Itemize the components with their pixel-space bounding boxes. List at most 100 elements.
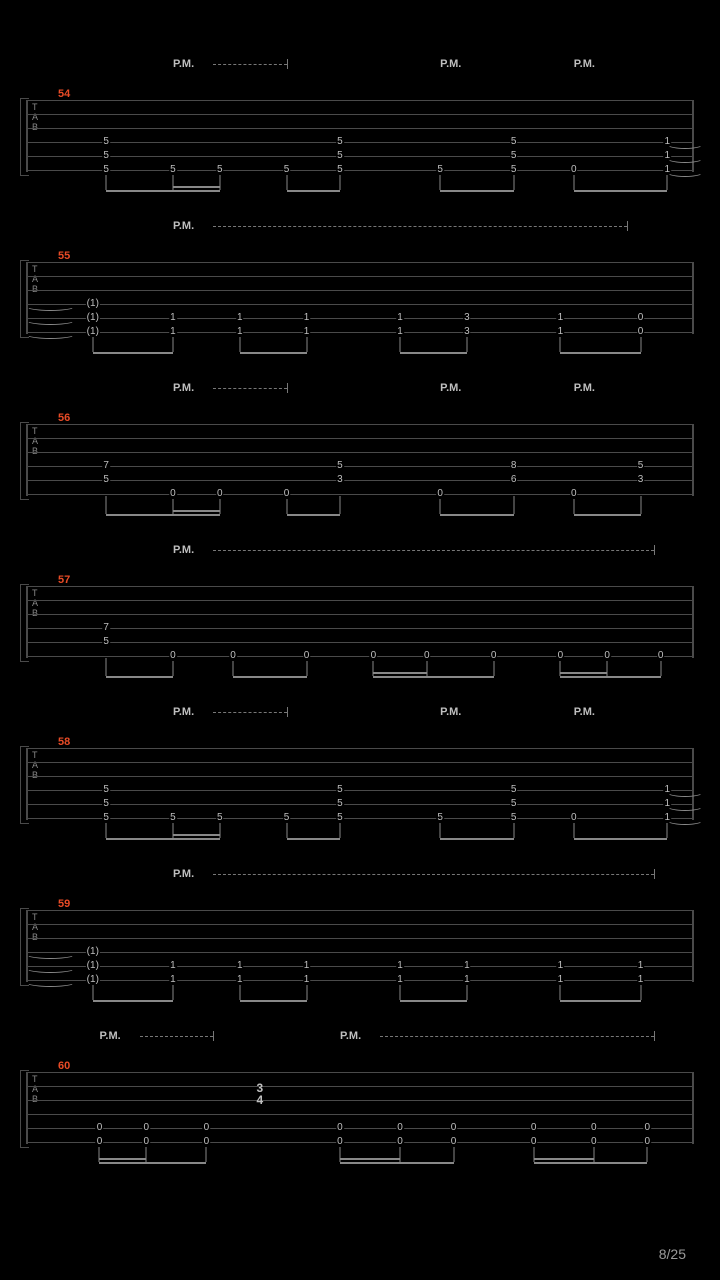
time-signature: 34: [253, 1082, 267, 1106]
string-line: [26, 276, 694, 277]
palm-mute-label: P.M.: [173, 868, 194, 880]
palm-mute-dash: [213, 550, 654, 551]
palm-mute-label: P.M.: [173, 220, 194, 232]
palm-mute-label: P.M.: [440, 706, 461, 718]
fret-number: 5: [436, 813, 444, 823]
string-line: [26, 318, 694, 319]
beam-secondary: [373, 672, 426, 674]
string-line: [26, 656, 694, 657]
measure-number: 55: [58, 250, 70, 262]
fret-number: 5: [216, 813, 224, 823]
staff: [26, 262, 694, 334]
staff: [26, 424, 694, 496]
string-line: [26, 924, 694, 925]
string-line: [26, 762, 694, 763]
tie-arc: [667, 802, 702, 811]
staff: [26, 748, 694, 820]
fret-number: 7: [102, 461, 110, 471]
fret-number: 5: [436, 165, 444, 175]
measure-number: 60: [58, 1060, 70, 1072]
fret-number: 5: [102, 137, 110, 147]
palm-mute-label: P.M.: [173, 382, 194, 394]
note-stem: [513, 496, 514, 514]
tie-arc: [667, 788, 702, 797]
fret-number: 5: [102, 799, 110, 809]
palm-mute-label: P.M.: [340, 1030, 361, 1042]
fret-number: 5: [336, 799, 344, 809]
string-line: [26, 642, 694, 643]
string-line: [26, 466, 694, 467]
string-line: [26, 748, 694, 749]
string-line: [26, 952, 694, 953]
fret-number: (1): [86, 327, 100, 337]
fret-number: 5: [102, 165, 110, 175]
beam: [240, 352, 307, 354]
fret-number: 1: [463, 975, 471, 985]
string-line: [26, 114, 694, 115]
fret-number: 0: [637, 327, 645, 337]
fret-number: 1: [637, 975, 645, 985]
beam-secondary: [173, 834, 220, 836]
beam: [287, 838, 340, 840]
tie-arc: [667, 168, 702, 177]
beam: [574, 190, 668, 192]
fret-number: 0: [203, 1123, 211, 1133]
beam: [560, 352, 640, 354]
fret-number: 5: [336, 785, 344, 795]
palm-mute-dash: [213, 712, 286, 713]
fret-number: 5: [336, 137, 344, 147]
fret-number: 0: [590, 1123, 598, 1133]
note-stem: [106, 658, 107, 676]
fret-number: 5: [336, 151, 344, 161]
beam: [373, 676, 493, 678]
measure: TAB56P.M.P.M.P.M.7500053086053: [26, 374, 694, 504]
fret-number: 5: [216, 165, 224, 175]
fret-number: 1: [236, 961, 244, 971]
tie-arc: [26, 316, 75, 325]
fret-number: 5: [336, 165, 344, 175]
page-number: 8/25: [659, 1246, 686, 1262]
fret-number: 0: [643, 1137, 651, 1147]
palm-mute-end: [287, 59, 288, 69]
fret-number: 0: [490, 651, 498, 661]
measures-container: TAB54P.M.P.M.P.M.55555555555550111TAB55P…: [26, 50, 694, 1152]
fret-number: 0: [450, 1123, 458, 1133]
tie-arc: [667, 140, 702, 149]
measure: TAB60P.M.P.M.34000000000000000000: [26, 1022, 694, 1152]
string-line: [26, 776, 694, 777]
fret-number: 0: [530, 1137, 538, 1147]
fret-number: 1: [637, 961, 645, 971]
fret-number: 7: [102, 623, 110, 633]
fret-number: (1): [86, 947, 100, 957]
fret-number: 0: [370, 651, 378, 661]
note-stem: [640, 496, 641, 514]
beam-secondary: [340, 1158, 400, 1160]
beam-secondary: [173, 186, 220, 188]
fret-number: 0: [283, 489, 291, 499]
string-line: [26, 142, 694, 143]
tie-arc: [26, 978, 75, 987]
string-line: [26, 438, 694, 439]
fret-number: 0: [423, 651, 431, 661]
string-line: [26, 100, 694, 101]
fret-number: 1: [236, 327, 244, 337]
fret-number: 0: [570, 165, 578, 175]
beam: [440, 838, 513, 840]
beam: [287, 190, 340, 192]
palm-mute-label: P.M.: [574, 382, 595, 394]
string-line: [26, 452, 694, 453]
beam: [440, 514, 513, 516]
beam: [574, 838, 668, 840]
string-line: [26, 128, 694, 129]
tab-page: TAB54P.M.P.M.P.M.55555555555550111TAB55P…: [0, 0, 720, 1280]
beam-secondary: [99, 1158, 146, 1160]
palm-mute-label: P.M.: [440, 382, 461, 394]
measure: TAB54P.M.P.M.P.M.55555555555550111: [26, 50, 694, 180]
string-line: [26, 1072, 694, 1073]
fret-number: (1): [86, 961, 100, 971]
palm-mute-label: P.M.: [173, 58, 194, 70]
beam: [106, 838, 220, 840]
beam: [240, 1000, 307, 1002]
fret-number: 1: [396, 313, 404, 323]
beam-secondary: [534, 1158, 594, 1160]
